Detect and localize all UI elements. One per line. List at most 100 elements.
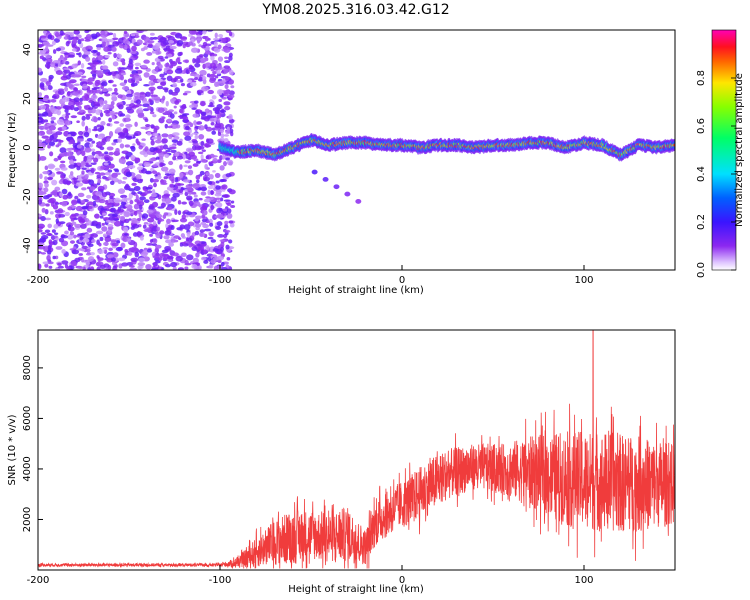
- noise-blob: [133, 185, 141, 192]
- noise-blob: [215, 197, 222, 201]
- noise-blob: [201, 216, 208, 220]
- noise-blob: [68, 81, 75, 84]
- noise-blob: [152, 261, 158, 267]
- noise-blob: [148, 86, 156, 91]
- noise-blob: [101, 226, 108, 232]
- noise-blob: [76, 198, 81, 203]
- noise-blob: [174, 100, 180, 105]
- colorbar-tick-label: 0.6: [696, 118, 707, 134]
- noise-blob: [153, 96, 161, 101]
- noise-blob: [225, 244, 230, 250]
- noise-blob: [49, 134, 55, 141]
- noise-blob: [138, 257, 146, 263]
- noise-blob: [166, 69, 174, 75]
- noise-blob: [159, 145, 165, 151]
- noise-blob: [172, 192, 180, 198]
- noise-blob: [217, 112, 222, 119]
- noise-blob: [184, 90, 192, 94]
- noise-blob: [71, 92, 79, 96]
- noise-blob: [209, 196, 216, 203]
- noise-blob: [44, 182, 49, 188]
- noise-blob: [149, 239, 154, 243]
- noise-blob: [215, 202, 223, 208]
- noise-blob: [111, 242, 119, 247]
- noise-blob: [102, 65, 109, 70]
- noise-blob: [208, 264, 214, 269]
- noise-blob: [151, 96, 156, 101]
- noise-blob: [222, 208, 228, 212]
- noise-blob: [55, 47, 62, 52]
- noise-blob: [56, 109, 62, 116]
- noise-blob: [99, 112, 104, 118]
- y-tick-label: -20: [22, 188, 33, 204]
- noise-blob: [128, 164, 136, 169]
- noise-blob: [157, 55, 164, 60]
- noise-blob: [58, 139, 64, 143]
- noise-blob: [218, 33, 224, 38]
- y-tick-label: 40: [22, 43, 33, 56]
- noise-blob: [224, 84, 229, 90]
- noise-blob: [194, 134, 199, 140]
- noise-blob: [45, 80, 51, 87]
- noise-blob: [69, 159, 75, 165]
- noise-blob: [215, 225, 222, 230]
- noise-blob: [179, 164, 183, 170]
- noise-blob: [167, 125, 173, 129]
- noise-blob: [136, 231, 142, 237]
- noise-blob: [185, 125, 190, 130]
- noise-blob: [57, 63, 62, 68]
- noise-blob: [81, 120, 85, 127]
- noise-blob: [78, 253, 83, 256]
- noise-blob: [71, 199, 78, 206]
- noise-blob: [68, 164, 76, 169]
- noise-blob: [91, 151, 96, 156]
- noise-blob: [50, 116, 57, 121]
- noise-blob: [134, 157, 141, 163]
- noise-blob: [174, 152, 179, 157]
- noise-blob: [62, 59, 66, 64]
- noise-blob: [103, 100, 108, 105]
- noise-blob: [96, 124, 102, 128]
- noise-blob: [104, 236, 112, 242]
- noise-blob: [184, 191, 189, 197]
- noise-blob: [160, 182, 168, 186]
- noise-blob: [123, 30, 128, 34]
- noise-blob: [192, 57, 196, 64]
- noise-blob: [150, 82, 156, 86]
- noise-blob: [174, 68, 183, 74]
- noise-blob: [38, 105, 42, 109]
- noise-blob: [199, 69, 207, 76]
- x-tick-label: 100: [574, 275, 593, 286]
- noise-blob: [119, 113, 126, 117]
- noise-blob: [174, 87, 180, 94]
- noise-blob: [76, 266, 85, 270]
- noise-blob: [140, 95, 144, 101]
- noise-blob: [86, 138, 93, 142]
- noise-blob: [135, 66, 139, 70]
- noise-blob: [97, 140, 102, 147]
- noise-blob: [185, 214, 189, 218]
- noise-blob: [228, 239, 233, 244]
- noise-blob: [159, 73, 165, 78]
- noise-blob: [192, 142, 199, 146]
- noise-blob: [67, 233, 74, 240]
- noise-blob: [117, 179, 123, 185]
- noise-blob: [196, 145, 205, 150]
- noise-blob: [203, 249, 207, 255]
- noise-blob: [46, 255, 51, 262]
- noise-blob: [228, 113, 233, 120]
- noise-blob: [134, 251, 140, 258]
- noise-blob: [164, 110, 170, 115]
- noise-blob: [210, 121, 215, 126]
- noise-blob: [224, 60, 231, 64]
- noise-blob: [88, 107, 94, 110]
- noise-blob: [99, 215, 104, 219]
- noise-blob: [187, 197, 193, 201]
- noise-blob: [126, 65, 134, 70]
- noise-blob: [90, 33, 98, 39]
- noise-blob: [96, 47, 102, 51]
- noise-blob: [207, 185, 214, 190]
- noise-blob: [125, 161, 134, 167]
- noise-blob: [87, 81, 94, 85]
